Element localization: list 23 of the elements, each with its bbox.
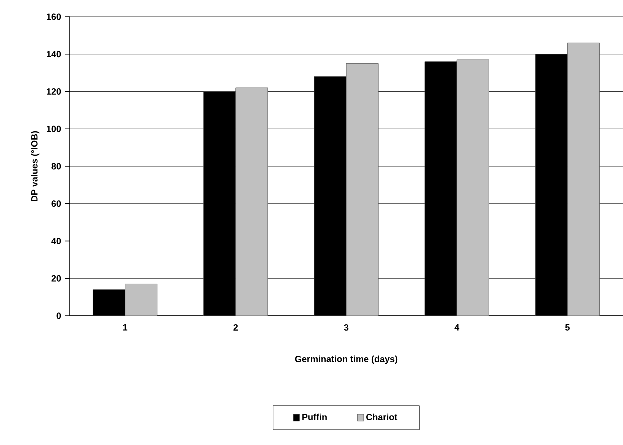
x-tick-label: 1 [123, 324, 128, 331]
y-tick-label: 100 [47, 126, 62, 132]
x-tick-label: 3 [344, 324, 349, 331]
bar [456, 60, 490, 316]
legend-label: Chariot [366, 414, 398, 421]
x-tick-label: 5 [565, 324, 570, 331]
x-axis-title: Germination time (days) [295, 356, 398, 364]
legend-label: Puffin [302, 414, 327, 421]
bar [346, 64, 379, 316]
y-tick-label: 20 [52, 275, 62, 282]
x-tick-label: 2 [234, 324, 238, 331]
x-tick-label: 4 [454, 324, 460, 331]
y-tick-label: 80 [52, 163, 62, 170]
y-tick-label: 160 [47, 14, 62, 20]
bar [125, 284, 158, 316]
y-tick-label: 0 [56, 312, 62, 320]
y-axis-title: DP values (°IOB) [31, 131, 40, 202]
bar [568, 42, 600, 316]
y-tick-label: 120 [47, 88, 62, 95]
y-tick-label: 60 [52, 200, 62, 208]
bar [236, 88, 268, 316]
y-tick-label: 40 [52, 238, 62, 244]
y-tick-label: 140 [47, 51, 62, 58]
